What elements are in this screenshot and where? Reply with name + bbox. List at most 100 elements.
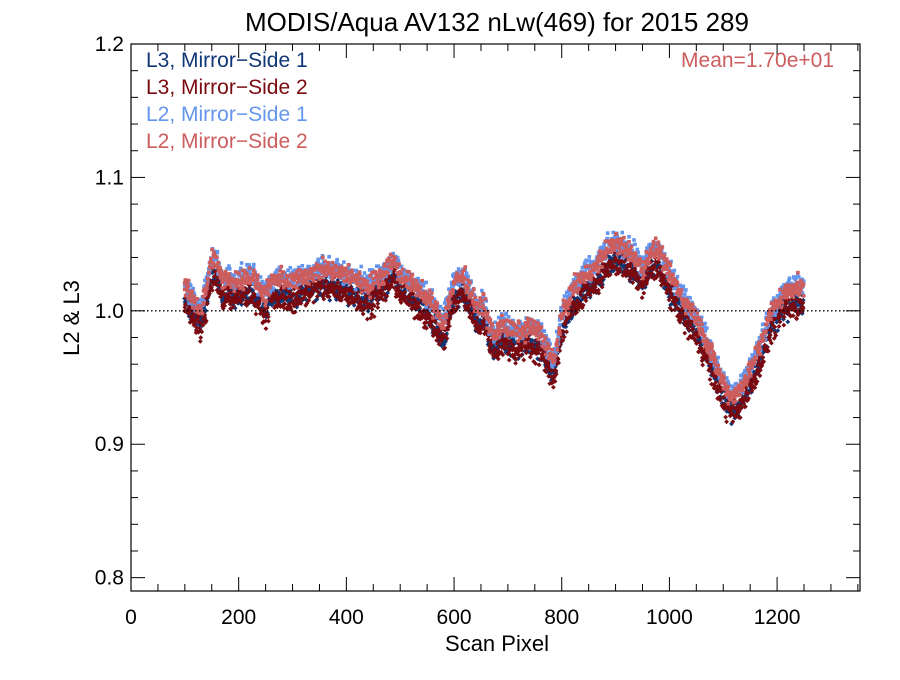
data-point xyxy=(388,260,392,264)
data-point xyxy=(311,276,315,281)
data-point xyxy=(225,267,229,271)
data-point xyxy=(416,288,421,293)
data-point xyxy=(464,271,469,275)
data-point xyxy=(321,270,326,275)
data-point xyxy=(186,284,190,288)
data-point xyxy=(379,282,383,287)
data-point xyxy=(360,274,364,279)
data-point xyxy=(792,308,797,313)
data-point xyxy=(533,361,538,367)
data-point xyxy=(214,257,219,262)
data-point xyxy=(335,260,339,264)
data-point xyxy=(251,265,256,269)
data-point xyxy=(519,352,524,358)
data-point xyxy=(754,379,760,384)
data-point xyxy=(234,284,239,289)
data-point xyxy=(377,269,382,274)
data-point xyxy=(267,275,272,279)
data-point xyxy=(288,304,293,310)
data-point xyxy=(238,299,244,304)
data-point xyxy=(326,260,331,265)
data-point xyxy=(617,266,623,271)
data-point xyxy=(709,359,713,364)
data-point xyxy=(266,283,270,287)
data-point xyxy=(439,314,443,319)
data-point xyxy=(198,306,203,311)
data-point xyxy=(436,314,440,318)
data-point xyxy=(222,300,228,305)
data-point xyxy=(708,364,714,369)
data-point xyxy=(459,287,465,293)
data-point xyxy=(574,298,580,303)
data-point xyxy=(402,294,408,300)
data-point xyxy=(424,280,428,285)
data-point xyxy=(215,250,220,255)
data-point xyxy=(535,339,540,345)
data-point xyxy=(466,278,470,282)
data-point xyxy=(793,305,799,311)
data-point xyxy=(704,326,709,330)
data-point xyxy=(716,355,720,360)
data-point xyxy=(233,291,238,297)
data-point xyxy=(577,283,582,288)
data-point xyxy=(468,290,473,295)
data-point xyxy=(421,283,426,288)
data-point xyxy=(552,378,558,384)
data-point xyxy=(192,319,198,325)
data-point xyxy=(543,369,549,375)
data-point xyxy=(263,300,268,305)
data-point xyxy=(373,270,378,275)
data-point xyxy=(646,246,650,250)
data-point xyxy=(703,329,708,333)
data-point xyxy=(445,327,451,332)
data-point xyxy=(372,281,376,285)
data-point xyxy=(776,324,782,329)
data-point xyxy=(214,255,219,259)
data-point xyxy=(605,268,611,274)
data-point xyxy=(367,287,371,292)
data-point xyxy=(348,281,352,286)
data-point xyxy=(321,296,327,302)
data-point xyxy=(399,271,404,276)
data-point xyxy=(523,350,529,356)
data-point xyxy=(247,263,252,267)
data-point xyxy=(196,329,201,335)
data-point xyxy=(700,362,706,368)
data-point xyxy=(320,267,325,272)
data-point xyxy=(368,273,372,278)
data-point xyxy=(203,318,209,324)
data-point xyxy=(639,272,644,277)
data-point xyxy=(602,242,606,246)
data-point xyxy=(255,276,260,281)
data-point xyxy=(229,285,234,289)
data-point xyxy=(251,274,256,278)
data-point xyxy=(624,265,630,270)
data-point xyxy=(445,307,450,311)
data-point xyxy=(612,255,618,261)
data-point xyxy=(410,291,416,297)
data-point xyxy=(593,277,599,283)
data-point xyxy=(189,289,194,293)
data-point xyxy=(279,264,284,269)
data-point xyxy=(277,283,281,288)
data-point xyxy=(307,294,313,299)
data-point xyxy=(228,274,233,279)
data-point xyxy=(470,291,475,296)
data-point xyxy=(195,297,200,301)
data-point xyxy=(255,273,260,277)
data-point xyxy=(715,360,720,364)
data-point xyxy=(391,262,395,266)
data-point xyxy=(436,322,441,327)
data-point xyxy=(505,338,511,344)
data-point xyxy=(498,315,503,320)
data-point xyxy=(724,376,729,380)
data-point xyxy=(371,276,375,281)
data-point xyxy=(183,295,189,301)
data-point xyxy=(424,302,429,306)
data-point xyxy=(205,276,210,281)
data-point xyxy=(391,285,397,291)
data-point xyxy=(688,296,692,300)
data-point xyxy=(628,261,633,267)
data-point xyxy=(395,277,400,282)
data-point xyxy=(498,349,504,355)
